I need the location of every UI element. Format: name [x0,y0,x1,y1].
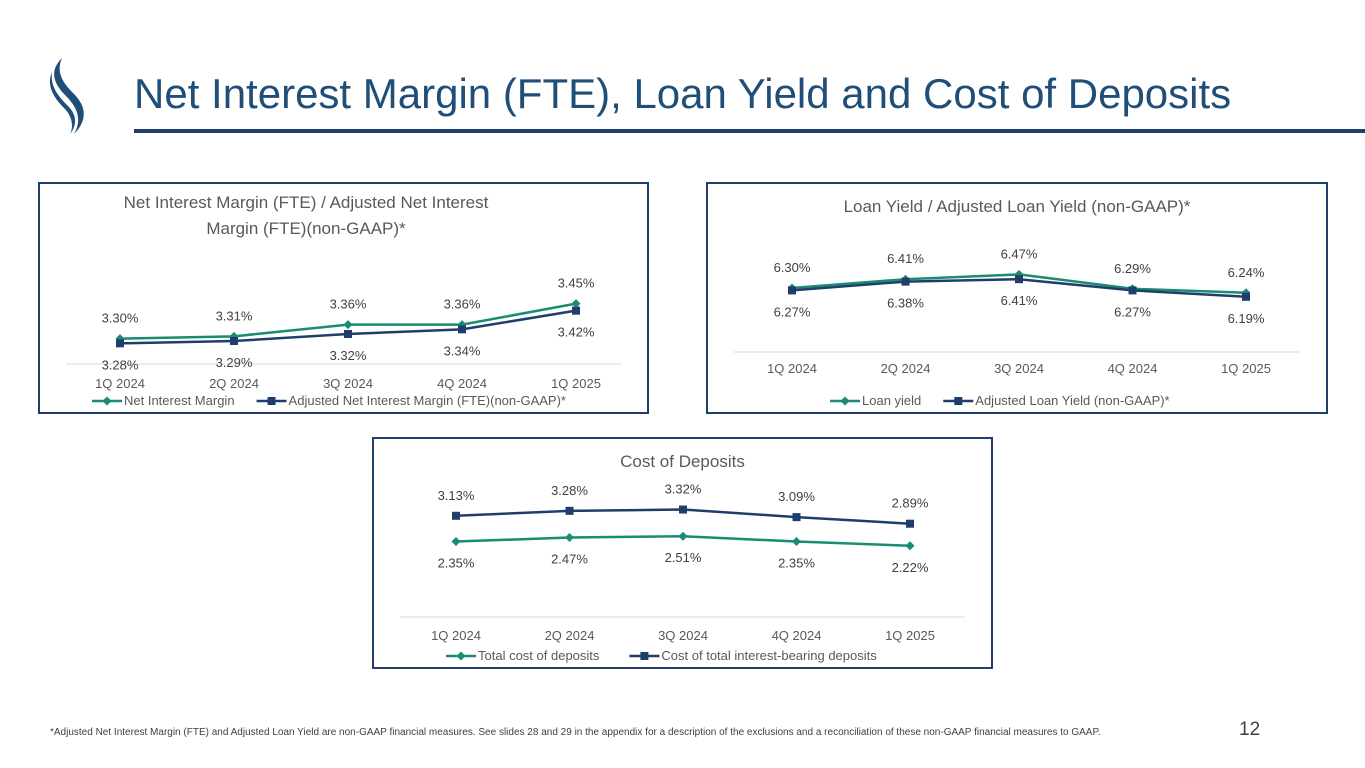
title-divider [134,129,1365,133]
nim-data-point [572,306,580,315]
nim-legend-marker [102,396,112,406]
nim-data-label: 3.28% [102,357,139,372]
cost-of-deposits-data-point [678,531,688,541]
nim-chart-panel: Net Interest Margin (FTE) / Adjusted Net… [38,182,649,414]
nim-data-label: 3.42% [558,325,595,340]
loan-yield-data-label: 6.41% [1001,293,1038,308]
nim-tick-label: 3Q 2024 [323,376,373,391]
nim-tick-label: 1Q 2024 [95,376,145,391]
loan-yield-legend-marker [954,397,963,405]
loan-yield-data-label: 6.29% [1114,261,1151,276]
cost-of-deposits-data-label: 2.35% [438,556,475,571]
nim-tick-label: 2Q 2024 [209,376,259,391]
cost-of-deposits-tick-label: 3Q 2024 [658,628,708,643]
nim-data-point [457,320,467,330]
loan-yield-data-label: 6.47% [1001,246,1038,261]
footnote: *Adjusted Net Interest Margin (FTE) and … [50,726,1170,739]
cost-of-deposits-tick-label: 1Q 2025 [885,628,935,643]
loan-yield-data-label: 6.27% [1114,304,1151,319]
loan-yield-data-label: 6.27% [774,304,811,319]
slide-title: Net Interest Margin (FTE), Loan Yield an… [134,70,1232,117]
nim-legend-label: Net Interest Margin [124,393,235,408]
loan-yield-data-label: 6.19% [1228,311,1265,326]
nim-data-point [571,299,581,309]
cost-of-deposits-legend-label: Cost of total interest-bearing deposits [661,648,877,663]
nim-data-label: 3.36% [444,297,481,312]
nim-tick-label: 4Q 2024 [437,376,487,391]
loan-yield-tick-label: 1Q 2024 [767,361,817,376]
cost-of-deposits-tick-label: 1Q 2024 [431,628,481,643]
loan-yield-data-label: 6.30% [774,260,811,275]
cost-of-deposits-legend-marker [456,651,466,661]
cost-of-deposits-data-point [679,505,687,514]
loan-yield-tick-label: 1Q 2025 [1221,361,1271,376]
cost-of-deposits-data-point [565,506,574,515]
loan-yield-legend-label: Loan yield [862,393,921,408]
loan-yield-data-label: 6.24% [1228,265,1265,280]
cost-of-deposits-data-label: 2.35% [778,556,815,571]
cost-of-deposits-legend-marker [640,652,649,660]
cost-of-deposits-data-label: 3.09% [778,489,815,504]
cost-of-deposits-chart: Cost of Deposits 1Q 2024 2Q 2024 3Q 2024 4Q … [400,452,965,663]
nim-data-point [230,337,238,345]
loan-yield-chart-panel: Loan Yield / Adjusted Loan Yield (non-GA… [706,182,1328,414]
loan-yield-data-point [788,286,796,295]
cost-of-deposits-tick-label: 2Q 2024 [545,628,595,643]
nim-tick-label: 1Q 2025 [551,376,601,391]
loan-yield-legend-marker [840,396,850,406]
cost-of-deposits-chart-title: Cost of Deposits [620,452,745,471]
nim-data-label: 3.45% [558,276,595,291]
nim-data-label: 3.30% [102,311,139,326]
page-number: 12 [1239,719,1261,740]
nim-data-point [458,325,466,334]
loan-yield-tick-label: 3Q 2024 [994,361,1044,376]
loan-yield-chart: Loan Yield / Adjusted Loan Yield (non-GA… [734,197,1300,408]
cost-of-deposits-data-label: 2.22% [892,560,929,575]
cost-of-deposits-chart-panel: Cost of Deposits 1Q 2024 2Q 2024 3Q 2024 4Q … [372,437,993,669]
cost-of-deposits-data-point [792,537,801,547]
cost-of-deposits-data-label: 3.28% [551,483,588,498]
cost-of-deposits-data-point [452,511,460,520]
loan-yield-data-point [1242,292,1250,301]
footnote-main: *Adjusted Net Interest Margin (FTE) and … [50,727,476,738]
loan-yield-chart-title: Loan Yield / Adjusted Loan Yield (non-GA… [844,197,1191,216]
nim-legend-label: Adjusted Net Interest Margin (FTE)(non-G… [289,393,566,408]
nim-chart-title: Margin (FTE)(non-GAAP)* [206,219,406,238]
cost-of-deposits-data-label: 3.13% [438,488,475,503]
nim-data-point [116,339,124,348]
loan-yield-data-label: 6.38% [887,296,924,311]
cost-of-deposits-data-point [906,519,914,528]
loan-yield-tick-label: 2Q 2024 [881,361,931,376]
cost-of-deposits-data-point [451,537,461,547]
company-logo-icon [49,58,84,134]
nim-data-label: 3.32% [330,348,367,363]
loan-yield-data-point [901,277,910,286]
cost-of-deposits-tick-label: 4Q 2024 [772,628,822,643]
cost-of-deposits-data-point [565,533,574,543]
nim-chart-title: Net Interest Margin (FTE) / Adjusted Net… [124,193,489,212]
nim-data-label: 3.29% [216,355,253,370]
cost-of-deposits-data-label: 2.51% [665,550,702,565]
nim-data-label: 3.36% [330,297,367,312]
cost-of-deposits-data-label: 2.89% [892,496,929,511]
loan-yield-data-point [1015,275,1023,284]
cost-of-deposits-data-label: 2.47% [551,552,588,567]
nim-data-point [343,320,353,330]
loan-yield-legend-label: Adjusted Loan Yield (non-GAAP)* [975,393,1169,408]
cost-of-deposits-data-point [792,513,801,522]
cost-of-deposits-data-label: 3.32% [665,482,702,497]
nim-chart: Net Interest Margin (FTE) / Adjusted Net… [66,193,621,408]
nim-data-point [344,330,352,338]
loan-yield-data-point [1128,286,1137,295]
nim-legend-marker [267,397,276,405]
footnote-rest: See slides 28 and 29 in the appendix for… [475,727,1101,738]
nim-data-label: 3.31% [216,308,253,323]
nim-data-label: 3.34% [444,343,481,358]
loan-yield-tick-label: 4Q 2024 [1108,361,1158,376]
cost-of-deposits-legend-label: Total cost of deposits [478,648,600,663]
loan-yield-data-label: 6.41% [887,251,924,266]
cost-of-deposits-data-point [905,541,915,551]
nim-data-point [115,334,125,344]
